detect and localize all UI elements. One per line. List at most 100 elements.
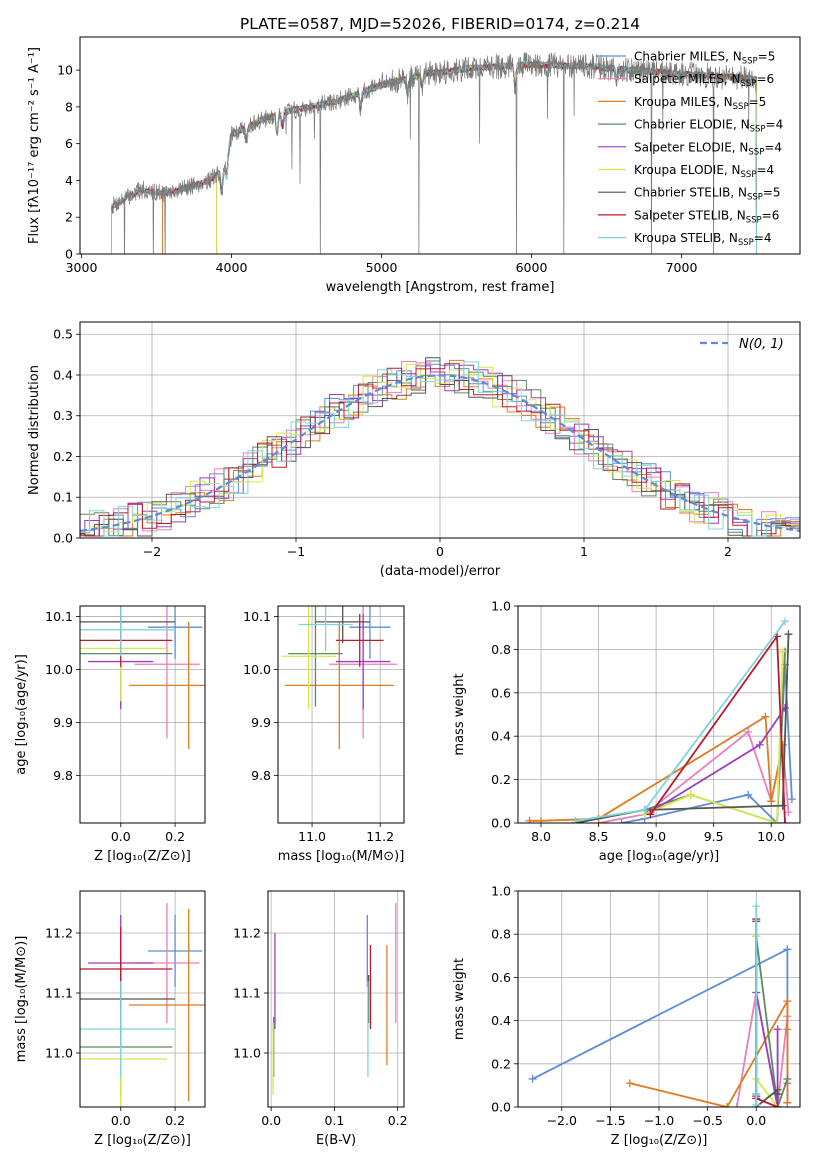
y-tick-label: 0.0 [53, 531, 73, 546]
legend-label-chabrier_miles: Chabrier MILES, NSSP=5 [634, 50, 775, 67]
spectrum-model-chabrier_stelib [111, 60, 757, 254]
y-tick-label: 1.0 [491, 884, 511, 899]
legend-label-kroupa_elodie: Kroupa ELODIE, NSSP=4 [634, 163, 774, 180]
y-tick-label: 9.8 [251, 768, 271, 783]
x-tick-label: 6000 [516, 260, 548, 275]
panel-weight_vs_z: −2.0 −1.5 −1.0 −0.5 0.0 0.0 0.2 0.4 0.6 0.8 1.0 Z [… [452, 884, 801, 1148]
y-axis-label: Flux [fλ10⁻¹⁷ erg cm⁻² s⁻¹ A⁻¹] [27, 47, 42, 244]
series-marker-kroupa_miles [537, 816, 546, 823]
y-tick-label: 11.2 [233, 926, 261, 941]
x-tick-label: −1 [287, 544, 305, 559]
legend-label-salpeter_elodie: Salpeter ELODIE, NSSP=4 [634, 140, 782, 157]
plot-area-mass_vs_z [80, 903, 205, 1107]
legend-label-suffix: =5 [758, 50, 776, 64]
x-tick-label: 1 [580, 544, 588, 559]
legend-label-subscript: SSP [738, 238, 754, 248]
x-axis-label: wavelength [Angstrom, rest frame] [326, 280, 555, 295]
x-tick-label: 8.0 [531, 829, 551, 844]
y-tick-label: 0.0 [491, 1100, 511, 1115]
y-tick-label: 2 [65, 210, 73, 225]
series-marker-kroupa_miles [625, 1079, 634, 1088]
series-marker-kroupa_miles [723, 1103, 732, 1107]
y-tick-label: 0.4 [491, 729, 511, 744]
y-tick-label: 10 [57, 63, 73, 78]
series-marker-kroupa_miles [767, 797, 776, 806]
y-tick-label: 10.1 [45, 609, 73, 624]
x-tick-label: 9.0 [646, 829, 666, 844]
histogram-kroupa_miles [80, 359, 800, 537]
legend-label-text: Chabrier ELODIE, N [634, 118, 750, 132]
legend-label-subscript: SSP [750, 125, 766, 135]
axes-frame [267, 890, 405, 1108]
x-tick-label: 11.0 [298, 829, 326, 844]
axes-frame [79, 605, 206, 824]
panel-mass_vs_z: 0.0 0.2 11.0 11.1 11.2 Z [log₁₀(Z/Z⊙)] mass [l… [14, 890, 206, 1148]
legend-label-suffix: =5 [749, 95, 767, 109]
series-marker-chabrier_miles [528, 1074, 537, 1083]
series-line-chabrier_stelib [575, 634, 790, 823]
series-marker-chabrier_miles [617, 819, 626, 823]
legend-label-subscript: SSP [741, 170, 757, 180]
histogram-kroupa_stelib [80, 361, 800, 537]
legend-label-kroupa_stelib: Kroupa STELIB, NSSP=4 [634, 231, 772, 248]
y-tick-label: 1.0 [491, 599, 511, 614]
histogram-salpeter_elodie [80, 364, 800, 537]
y-tick-label: 0.3 [53, 408, 73, 423]
spectrum-model-salpeter_elodie [216, 61, 757, 254]
series-marker-kroupa_miles [783, 997, 792, 1006]
spectrum-model-kroupa_stelib [111, 60, 757, 254]
legend-label-suffix: =4 [764, 140, 782, 154]
series-marker-chabrier_miles [787, 795, 796, 804]
figure-title: PLATE=0587, MJD=52026, FIBERID=0174, z=0… [240, 15, 640, 33]
y-tick-label: 4 [65, 173, 73, 188]
y-tick-label: 0.0 [491, 816, 511, 831]
series-marker-kroupa_miles [525, 816, 534, 823]
series-marker-salpeter_miles [784, 808, 793, 817]
y-tick-label: 11.0 [233, 1046, 261, 1061]
plot-area-weight_vs_z [528, 902, 792, 1107]
legend-label-kroupa_miles: Kroupa MILES, NSSP=5 [634, 95, 766, 112]
spectrum-model-kroupa_elodie [216, 60, 757, 254]
y-tick-label: 0.8 [491, 927, 511, 942]
series-marker-salpeter_stelib [773, 1103, 782, 1107]
legend-label-suffix: =4 [766, 118, 784, 132]
y-tick-label: 9.9 [53, 715, 73, 730]
series-line-salpeter_stelib [649, 633, 786, 823]
y-tick-label: 0 [65, 247, 73, 262]
legend-label-subscript: SSP [742, 57, 758, 67]
x-tick-label: 0.0 [111, 829, 131, 844]
y-tick-label: 0.8 [491, 642, 511, 657]
series-marker-chabrier_miles [783, 945, 792, 954]
x-axis-label: Z [log₁₀(Z/Z⊙)] [94, 1133, 191, 1148]
series-line-kroupa_stelib [575, 620, 786, 822]
legend-label-suffix: =6 [762, 208, 780, 222]
x-tick-label: 3000 [66, 260, 98, 275]
spectrum-observed [111, 52, 757, 254]
x-tick-label: 0.2 [388, 1113, 408, 1128]
panel-mass_vs_ebv: 0.0 0.1 0.2 11.0 11.1 11.2 E(B-V) [233, 890, 408, 1148]
plot-area-mass_vs_ebv [272, 903, 397, 1095]
series-line-salpeter_elodie [649, 707, 786, 813]
x-axis-label: Z [log₁₀(Z/Z⊙)] [611, 1133, 708, 1148]
legend-label-text: Kroupa ELODIE, N [634, 163, 741, 177]
legend-label-text: Salpeter MILES, N [634, 72, 741, 86]
series-marker-kroupa_miles [761, 712, 770, 721]
y-tick-label: 11.1 [233, 986, 261, 1001]
x-tick-label: 5000 [366, 260, 398, 275]
y-axis-label: mass weight [452, 958, 467, 1040]
y-tick-label: 6 [65, 136, 73, 151]
x-tick-label: 4000 [216, 260, 248, 275]
spectrum-model-chabrier_elodie [216, 60, 757, 254]
panel-age_vs_mass: 11.0 11.2 9.8 9.9 10.0 10.1 mass [log₁₀(M/M⊙)] [243, 605, 405, 864]
x-axis-label: age [log₁₀(age/yr)] [599, 849, 720, 864]
legend-label-text: Chabrier STELIB, N [634, 186, 747, 200]
spectrum-model-kroupa_miles [162, 60, 757, 254]
y-tick-label: 0.4 [53, 367, 73, 382]
y-tick-label: 0.2 [491, 772, 511, 787]
axes-frame [517, 605, 801, 824]
y-tick-label: 10.0 [45, 662, 73, 677]
residuals-legend: N(0, 1) [700, 337, 784, 352]
legend-label-text: Salpeter STELIB, N [634, 208, 746, 222]
